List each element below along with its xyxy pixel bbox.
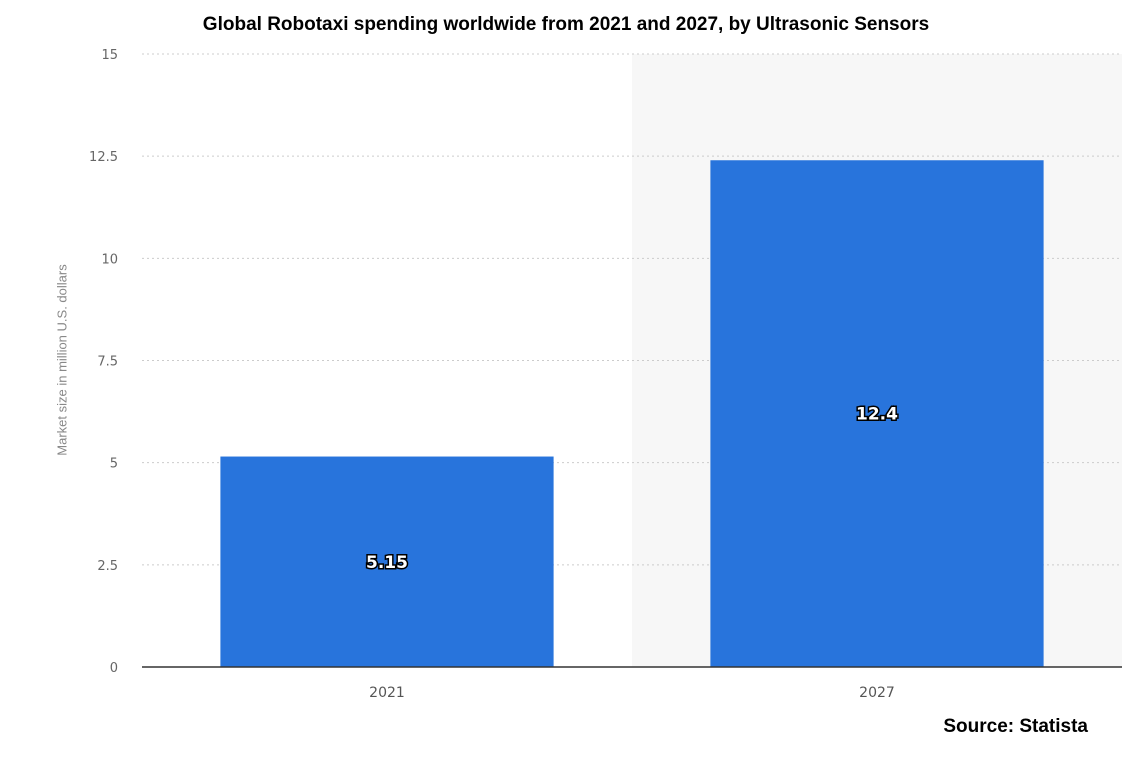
chart-title: Global Robotaxi spending worldwide from … xyxy=(202,14,930,35)
bar-2027 xyxy=(710,160,1044,667)
y-tick-label: 5 xyxy=(110,457,118,472)
y-tick-label: 7.5 xyxy=(97,355,118,370)
x-tick-label: 2027 xyxy=(859,685,895,701)
y-tick-label: 0 xyxy=(110,661,118,676)
x-tick-label: 2021 xyxy=(369,685,405,701)
y-tick-label: 12.5 xyxy=(89,150,118,165)
y-tick-label: 2.5 xyxy=(97,559,118,574)
source-note: Source: Statista xyxy=(943,716,1088,737)
y-tick-label: 15 xyxy=(101,48,118,63)
y-tick-label: 10 xyxy=(101,252,118,267)
data-label-2021: 5.15 xyxy=(366,553,408,573)
bar-2021 xyxy=(220,456,554,667)
data-label-2027: 12.4 xyxy=(856,405,898,425)
